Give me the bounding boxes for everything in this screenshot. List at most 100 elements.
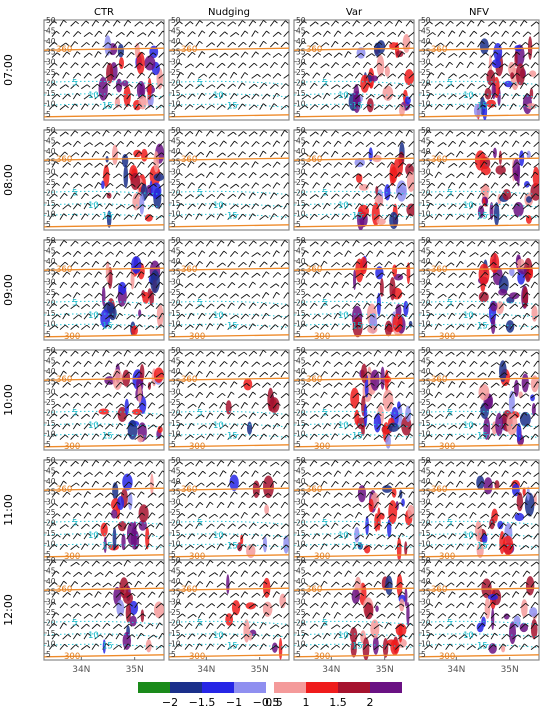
wind-barb [405,372,412,378]
wind-barb-flag [222,401,227,406]
wind-barb-flag [493,461,498,465]
contour-label: 10 [463,531,474,541]
wind-barb [208,53,215,58]
wind-barb [216,240,222,247]
wind-barb [511,93,517,100]
wind-barb [259,543,265,550]
y-tick-label: 50 [171,16,181,25]
wind-barb-flag [289,74,292,77]
anomaly-blob [480,185,490,195]
wind-barb-flag [138,151,143,155]
wind-barb [49,104,55,110]
wind-barb [333,512,339,519]
wind-barb [426,251,432,257]
wind-barb-flag [474,93,478,98]
wind-barb [352,503,359,509]
wind-barb [344,381,350,388]
wind-barb [198,272,204,278]
wind-barb-flag [325,42,330,46]
wind-barb [216,303,223,310]
wind-barb-flag [223,250,228,254]
wind-barb-flag [64,434,69,438]
wind-barb [487,502,493,509]
wind-barb [73,512,79,519]
wind-barb [384,62,390,69]
wind-barb [155,21,162,27]
wind-barb-flag [429,372,434,376]
wind-barb-flag [484,491,488,495]
wind-barb [197,182,204,189]
wind-barb-flag [334,150,339,154]
y-tick-label: 50 [296,126,306,135]
wind-barb-flag [453,94,457,98]
wind-barb [352,434,359,440]
wind-barb-flag [109,402,113,406]
wind-barb-flag [484,381,489,386]
wind-barb [112,391,118,399]
wind-barb [299,482,306,488]
y-tick-label: 10 [296,99,306,108]
y-tick-label: 30 [296,168,306,177]
wind-barb-flag [459,150,464,155]
wind-barb [394,20,400,27]
wind-barb [219,470,224,477]
wind-barb-flag [107,372,112,376]
wind-barb-flag [89,142,93,146]
wind-barb [352,41,358,48]
wind-barb [219,72,225,79]
wind-barb [115,292,120,299]
y-tick-label: 25 [296,508,306,517]
wind-barb [216,193,222,200]
wind-barb-flag [302,82,307,86]
wind-barb-flag [178,193,183,197]
wind-barb-flag [230,480,235,484]
wind-barb [72,31,79,37]
wind-barb [477,20,482,27]
wind-barb-flag [481,40,485,45]
wind-barb-flag [515,512,520,516]
wind-barb-flag [267,472,272,476]
wind-barb [261,271,267,278]
contour-label: 300 [439,552,455,562]
wind-speed-contour [169,433,289,438]
wind-barb [530,130,537,137]
wind-barb [113,63,120,69]
y-tick-label: 30 [421,388,431,397]
wind-barb [477,524,484,530]
wind-barb-flag [232,351,237,355]
wind-barb-flag [120,361,125,365]
wind-barb-flag [366,480,371,484]
wind-barb [187,533,193,540]
wind-barb [238,131,244,137]
wind-barb [227,523,233,530]
wind-barb [512,382,519,388]
wind-barb-flag [106,302,111,307]
wind-barb [384,194,391,200]
wind-barb-flag [209,150,214,154]
wind-barb [240,471,246,477]
wind-barb [341,131,348,137]
wind-barb [227,371,233,378]
y-tick-label: 30 [171,278,181,287]
wind-barb [155,372,162,378]
anomaly-blob [153,151,160,173]
wind-barb-flag [222,482,226,486]
y-tick-label: 35 [46,487,56,496]
wind-barb [173,261,180,268]
wind-barb-flag [398,522,403,526]
wind-barb [184,523,191,530]
wind-barb [283,250,288,257]
wind-barb-flag [536,21,539,25]
wind-barb-flag [150,21,154,25]
panel-frame [168,19,290,121]
wind-barb-flag [159,171,164,175]
isentrope-line [44,377,164,381]
wind-barb [331,193,337,200]
wind-barb-flag [389,83,393,87]
wind-barb [458,492,465,498]
wind-barb [437,94,444,100]
wind-barb-flag [451,351,455,355]
wind-barb [80,392,87,399]
wind-barb-flag [220,240,225,244]
wind-barb [299,392,305,399]
